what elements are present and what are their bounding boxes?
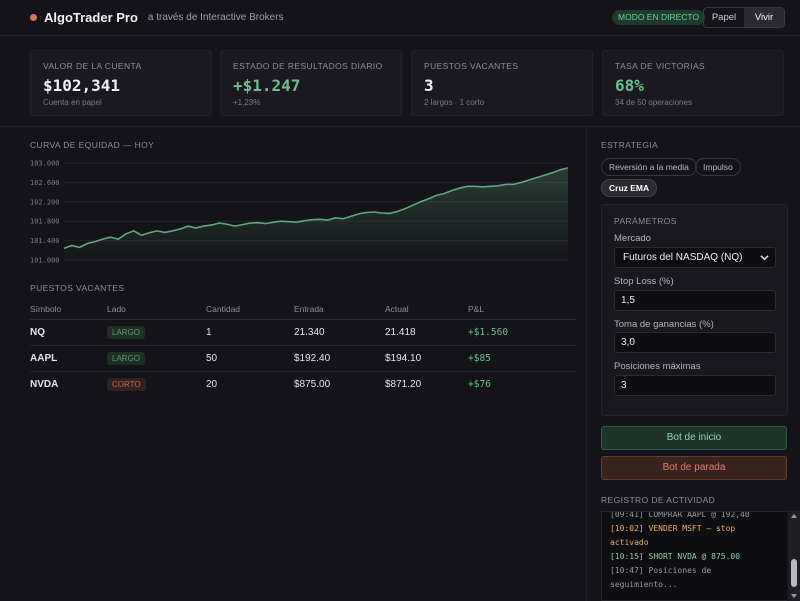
y-tick-label: 103.000 xyxy=(30,160,60,168)
equity-chart-title: CURVA DE EQUIDAD — HOY xyxy=(30,140,155,150)
app-header: AlgoTrader Pro a través de Interactive B… xyxy=(0,0,800,36)
column-header-pnl: P&L xyxy=(468,304,485,314)
cell-qty: 20 xyxy=(206,379,218,390)
mode-toggle[interactable]: Papel Vivir xyxy=(703,7,785,28)
stat-card-win-rate: TASA DE VICTORIAS 68% 34 de 50 operacion… xyxy=(602,50,784,116)
max-positions-input[interactable]: 3 xyxy=(614,375,776,396)
stop-bot-button[interactable]: Bot de parada xyxy=(601,456,787,480)
start-bot-button[interactable]: Bot de inicio xyxy=(601,426,787,450)
scrollbar-thumb[interactable] xyxy=(791,559,797,587)
strategy-title: ESTRATEGIA xyxy=(601,140,659,150)
stat-value: 68% xyxy=(615,76,644,95)
take-profit-label: Toma de ganancias (%) xyxy=(614,319,714,330)
log-entry: [10:15] SHORT NVDA @ 875.00 xyxy=(610,552,741,561)
cell-side: LARGO xyxy=(107,346,146,372)
side-badge: LARGO xyxy=(107,352,146,365)
cell-symbol: AAPL xyxy=(30,353,58,364)
equity-line xyxy=(63,167,569,250)
y-tick-label: 102.200 xyxy=(30,198,60,206)
max-positions-label: Posiciones máximas xyxy=(614,361,701,372)
column-header-side: Lado xyxy=(107,304,126,314)
cell-pnl: +$1.560 xyxy=(468,327,509,338)
log-entry: [10:02] VENDER MSFT — stop activado xyxy=(610,524,741,547)
stop-loss-label: Stop Loss (%) xyxy=(614,276,674,287)
parameters-title: PARÁMETROS xyxy=(614,216,677,226)
positions-table: Símbolo Lado Cantidad Entrada Actual P&L… xyxy=(30,298,576,398)
cell-qty: 1 xyxy=(206,327,212,338)
broker-label: a través de Interactive Brokers xyxy=(147,12,284,23)
strategy-chip-momentum[interactable]: Impulso xyxy=(695,158,741,176)
stat-value: $102,341 xyxy=(43,76,121,95)
cell-entry: 21.340 xyxy=(294,327,325,338)
stat-sub: +1,23% xyxy=(233,98,261,107)
stats-row: VALOR DE LA CUENTA $102,341 Cuenta en pa… xyxy=(22,44,800,124)
positions-title: PUESTOS VACANTES xyxy=(30,283,125,293)
table-row[interactable]: NVDA CORTO 20 $875.00 $871.20 +$76 xyxy=(30,372,576,398)
cell-entry: $192.40 xyxy=(294,353,331,364)
stat-label: PUESTOS VACANTES xyxy=(424,61,519,71)
cell-pnl: +$76 xyxy=(468,379,491,390)
divider xyxy=(586,127,587,601)
y-tick-label: 102.600 xyxy=(30,179,60,187)
column-header-symbol: Símbolo xyxy=(30,304,62,314)
chevron-down-icon xyxy=(760,255,769,261)
activity-log[interactable]: [09:41] COMPRAR AAPL @ 192,40 [10:02] VE… xyxy=(601,511,787,601)
activity-log-title: REGISTRO DE ACTIVIDAD xyxy=(601,495,716,505)
y-tick-label: 101.800 xyxy=(30,218,60,226)
strategy-chip-ema-cross[interactable]: Cruz EMA xyxy=(601,179,658,197)
cell-pnl: +$85 xyxy=(468,353,491,364)
stat-value: +$1.247 xyxy=(233,76,301,95)
stat-sub: 2 largos · 1 corto xyxy=(424,98,485,107)
stat-label: VALOR DE LA CUENTA xyxy=(43,61,142,71)
log-scrollbar[interactable] xyxy=(788,511,800,601)
stop-loss-input[interactable]: 1,5 xyxy=(614,290,776,311)
stat-sub: 34 de 50 operaciones xyxy=(615,98,692,107)
stat-card-open-positions: PUESTOS VACANTES 3 2 largos · 1 corto xyxy=(411,50,593,116)
stat-card-account-value: VALOR DE LA CUENTA $102,341 Cuenta en pa… xyxy=(30,50,212,116)
y-tick-label: 101.000 xyxy=(30,257,60,265)
cell-current: $871.20 xyxy=(385,379,422,390)
mode-paper-button[interactable]: Papel xyxy=(711,12,737,23)
cell-current: 21.418 xyxy=(385,327,416,338)
table-header-row: Símbolo Lado Cantidad Entrada Actual P&L xyxy=(30,298,576,320)
side-badge: LARGO xyxy=(107,326,146,339)
market-label: Mercado xyxy=(614,233,651,244)
take-profit-input[interactable]: 3,0 xyxy=(614,332,776,353)
stat-label: TASA DE VICTORIAS xyxy=(615,61,706,71)
column-header-current: Actual xyxy=(385,304,409,314)
table-row[interactable]: AAPL LARGO 50 $192.40 $194.10 +$85 xyxy=(30,346,576,372)
cell-side: LARGO xyxy=(107,320,146,346)
log-entry: [10:47] Posiciones de seguimiento... xyxy=(610,566,716,589)
stat-card-daily-pnl: ESTADO DE RESULTADOS DIARIO +$1.247 +1,2… xyxy=(220,50,402,116)
app-title: AlgoTrader Pro xyxy=(44,10,138,25)
scroll-down-icon[interactable] xyxy=(791,594,797,598)
strategy-chip-mean-reversion[interactable]: Reversión a la media xyxy=(601,158,697,176)
cell-side: CORTO xyxy=(107,372,146,398)
market-select[interactable]: Futuros del NASDAQ (NQ) xyxy=(614,247,776,268)
cell-entry: $875.00 xyxy=(294,379,331,390)
y-tick-label: 101.400 xyxy=(30,237,60,245)
cell-qty: 50 xyxy=(206,353,218,364)
equity-chart: 103.000 102.600 102.200 101.800 101.400 101.0… xyxy=(30,160,569,265)
cell-symbol: NVDA xyxy=(30,379,59,390)
cell-current: $194.10 xyxy=(385,353,422,364)
scroll-up-icon[interactable] xyxy=(791,514,797,518)
log-lines: [09:41] COMPRAR AAPL @ 192,40 [10:02] VE… xyxy=(610,511,770,592)
live-mode-badge: MODO EN DIRECTO xyxy=(612,10,706,25)
log-entry: [09:41] COMPRAR AAPL @ 192,40 xyxy=(610,511,750,519)
parameters-panel: PARÁMETROS Mercado Futuros del NASDAQ (N… xyxy=(601,204,788,416)
side-badge: CORTO xyxy=(107,378,146,391)
table-row[interactable]: NQ LARGO 1 21.340 21.418 +$1.560 xyxy=(30,320,576,346)
stat-sub: Cuenta en papel xyxy=(43,98,102,107)
mode-live-button[interactable]: Vivir xyxy=(744,8,784,27)
stat-value: 3 xyxy=(424,76,434,95)
stat-label: ESTADO DE RESULTADOS DIARIO xyxy=(233,61,383,71)
equity-area xyxy=(64,167,568,260)
status-dot-icon xyxy=(30,14,37,21)
column-header-entry: Entrada xyxy=(294,304,324,314)
market-select-value: Futuros del NASDAQ (NQ) xyxy=(623,252,743,263)
divider xyxy=(0,126,800,127)
column-header-qty: Cantidad xyxy=(206,304,241,314)
cell-symbol: NQ xyxy=(30,327,45,338)
